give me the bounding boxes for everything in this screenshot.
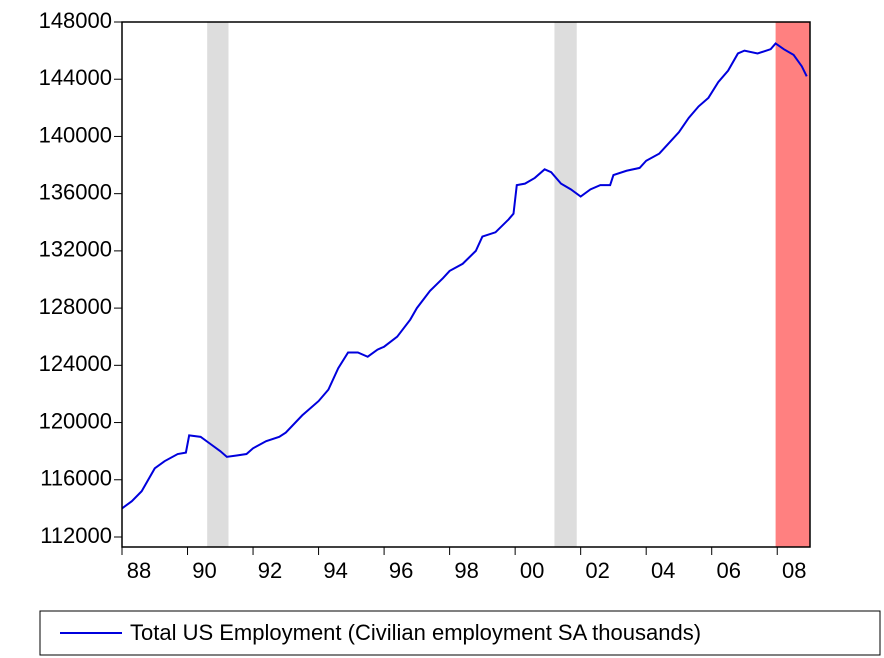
x-tick-label: 90 [192, 558, 216, 583]
y-tick-label: 124000 [39, 351, 112, 376]
series-line [121, 42, 808, 510]
x-tick-label: 00 [520, 558, 544, 583]
x-tick-label: 98 [454, 558, 478, 583]
x-tick-label: 08 [782, 558, 806, 583]
shaded-region [207, 22, 229, 547]
x-tick-label: 88 [127, 558, 151, 583]
shaded-region [775, 22, 810, 547]
y-tick-label: 128000 [39, 294, 112, 319]
legend-label: Total US Employment (Civilian employment… [130, 620, 701, 645]
plot-frame [121, 21, 811, 548]
y-tick-label: 148000 [39, 8, 112, 33]
x-tick-label: 92 [258, 558, 282, 583]
y-tick-label: 136000 [39, 179, 112, 204]
x-tick-label: 06 [716, 558, 740, 583]
y-tick-label: 112000 [40, 523, 112, 548]
y-tick-label: 120000 [39, 408, 112, 433]
y-tick-label: 140000 [39, 122, 112, 147]
shaded-region [554, 22, 577, 547]
y-tick-label: 116000 [40, 466, 112, 491]
legend-box [39, 610, 881, 656]
x-tick-label: 94 [323, 558, 347, 583]
x-tick-label: 04 [651, 558, 675, 583]
y-tick-label: 144000 [39, 65, 112, 90]
x-tick-label: 96 [389, 558, 413, 583]
y-tick-label: 132000 [39, 237, 112, 262]
x-tick-label: 02 [585, 558, 609, 583]
